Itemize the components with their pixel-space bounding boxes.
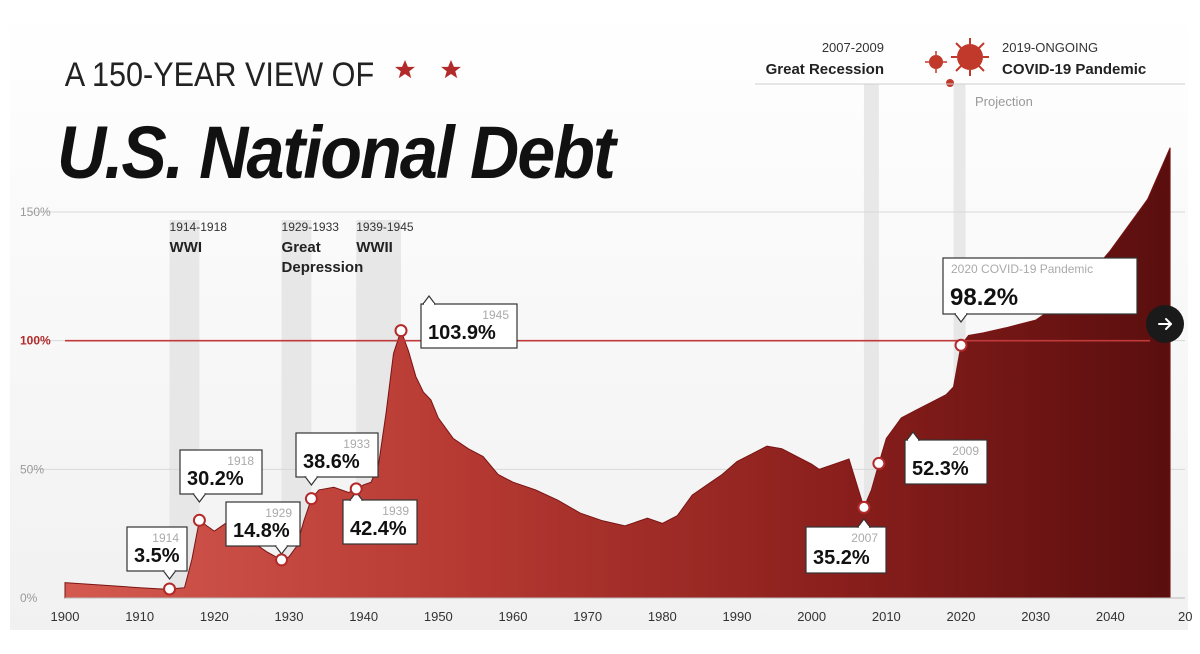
y-tick-label: 150% <box>20 205 51 219</box>
callout-year-label: 1945 <box>482 308 509 322</box>
callout-value-label: 103.9% <box>428 322 496 344</box>
callout-box <box>805 526 887 574</box>
x-tick-label: 1940 <box>349 609 378 624</box>
callout-value-label: 14.8% <box>233 520 290 542</box>
x-tick-label: 2030 <box>1021 609 1050 624</box>
chart-title-line2: U.S. National Debt <box>57 112 619 194</box>
x-tick-label: 1980 <box>648 609 677 624</box>
callout-value-label: 35.2% <box>813 547 870 569</box>
callout-value-label: 38.6% <box>303 451 360 473</box>
next-button[interactable] <box>1146 305 1184 343</box>
callout-box <box>942 257 1138 315</box>
era-labels-group: 1914-1918 WWI 1929-1933 Great Depression 1939… <box>170 220 414 276</box>
x-tick-label: 1990 <box>723 609 752 624</box>
x-tick-label: 1900 <box>51 609 80 624</box>
data-point-marker <box>275 553 289 567</box>
covid-label: COVID-19 Pandemic <box>1002 61 1146 78</box>
callout-box <box>420 303 518 349</box>
covid-period: 2019-ONGOING <box>1002 40 1098 55</box>
era-period-label: 1914-1918 <box>170 220 228 234</box>
callout-year-label: 1939 <box>382 504 409 518</box>
data-point-marker <box>349 482 363 496</box>
callout-box <box>126 526 188 572</box>
axis-group: 0% 50% 100% 150% 1900 1910 1920 1930 1940 1950 196… <box>20 205 1192 624</box>
data-point-marker <box>954 338 968 352</box>
star-icon <box>441 60 461 79</box>
x-tick-label: 2020 <box>947 609 976 624</box>
callout-value-label: 98.2% <box>950 284 1018 311</box>
callout-value-label: 30.2% <box>187 468 244 490</box>
area-layer <box>64 147 1171 599</box>
callout-year-label: 1918 <box>227 454 254 468</box>
virus-icon <box>951 38 989 76</box>
callout-year-label: 2020 COVID-19 Pandemic <box>951 262 1093 276</box>
data-point-marker <box>857 500 871 514</box>
data-point-marker <box>163 582 177 596</box>
callout-box <box>295 432 379 478</box>
x-tick-label: 1910 <box>125 609 154 624</box>
recession-period: 2007-2009 <box>822 40 884 55</box>
y-tick-label: 0% <box>20 591 38 605</box>
era-period-label: 1929-1933 <box>282 220 340 234</box>
callout-year-label: 1929 <box>265 506 292 520</box>
callout-box <box>904 439 988 485</box>
arrow-right-icon <box>1158 318 1172 330</box>
era-name-label: Great <box>282 239 321 256</box>
data-point-marker <box>872 456 886 470</box>
callout-year-label: 1933 <box>343 437 370 451</box>
x-tick-label: 1970 <box>573 609 602 624</box>
era-period-label: 1939-1945 <box>356 220 414 234</box>
callout-value-label: 3.5% <box>134 545 180 567</box>
callout-year-label: 2007 <box>851 531 878 545</box>
x-tick-label: 2010 <box>872 609 901 624</box>
chart-title-line1: A 150-YEAR VIEW OF <box>65 56 374 94</box>
virus-icon <box>946 79 954 87</box>
era-name-label: Depression <box>282 259 364 276</box>
x-tick-label: 2040 <box>1096 609 1125 624</box>
callout-year-label: 2009 <box>952 444 979 458</box>
recession-label: Great Recession <box>766 61 884 78</box>
debt-area-series <box>64 147 1171 599</box>
callout-box <box>225 501 301 547</box>
y-tick-label: 100% <box>20 334 51 348</box>
x-tick-label: 1950 <box>424 609 453 624</box>
era-name-label: WWI <box>170 239 202 256</box>
projection-label: Projection <box>975 94 1033 109</box>
star-icon <box>395 60 415 79</box>
data-point-marker <box>304 492 318 506</box>
x-tick-label: 1920 <box>200 609 229 624</box>
data-point-marker <box>192 513 206 527</box>
data-point-marker <box>394 324 408 338</box>
era-name-label: WWII <box>356 239 393 256</box>
x-tick-label: 2000 <box>797 609 826 624</box>
y-tick-label: 50% <box>20 462 44 476</box>
callout-year-label: 1914 <box>152 531 179 545</box>
callout-value-label: 42.4% <box>350 518 407 540</box>
callout-box <box>342 499 418 545</box>
virus-icon <box>925 51 947 73</box>
callout-value-label: 52.3% <box>912 458 969 480</box>
x-tick-label: 1960 <box>499 609 528 624</box>
callout-box <box>179 449 263 495</box>
x-tick-label: 20 <box>1178 609 1192 624</box>
x-tick-label: 1930 <box>275 609 304 624</box>
